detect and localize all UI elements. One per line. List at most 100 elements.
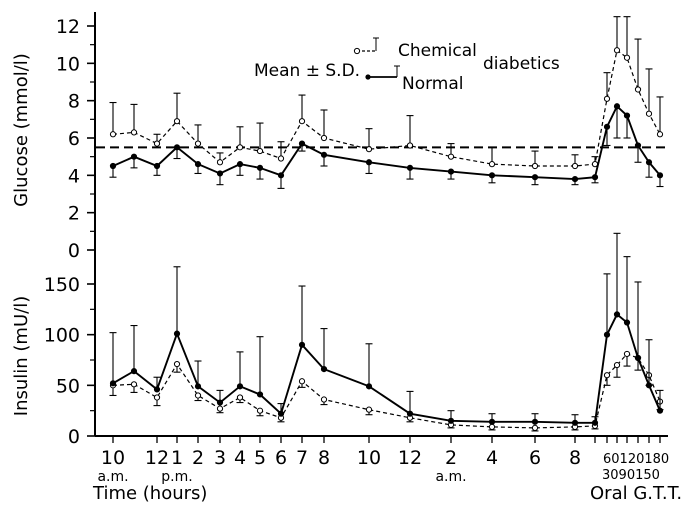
legend-chemical-label: Chemical bbox=[398, 41, 477, 61]
glucose-tick-label: 2 bbox=[68, 203, 80, 225]
insulin-normal-point bbox=[173, 330, 181, 337]
insulin-normal-point bbox=[447, 417, 455, 424]
legend-normal-symbol bbox=[365, 65, 400, 80]
insulin-chemical-diabetics-point bbox=[298, 378, 306, 385]
insulin-normal-point bbox=[406, 410, 414, 417]
glucose-normal-point bbox=[173, 144, 181, 151]
legend: Mean ± S.D. Chemical diabetics Normal bbox=[254, 37, 560, 94]
glucose-chemical-diabetics-line bbox=[112, 49, 661, 167]
insulin-normal-point bbox=[320, 366, 328, 373]
legend-prefix: Mean ± S.D. bbox=[254, 61, 360, 81]
insulin-chemical-diabetics-point bbox=[194, 392, 202, 399]
glucose-normal-point bbox=[603, 123, 611, 130]
glucose-normal-point bbox=[216, 170, 224, 177]
x-tick-label: 12 bbox=[145, 447, 169, 469]
insulin-normal-point bbox=[109, 380, 117, 387]
glucose-normal-point bbox=[634, 142, 642, 149]
glucose-normal-point bbox=[613, 103, 621, 110]
x-axis-labels: 10 12 1 2 3 4 5 6 7 8 10 12 2 4 6 8a.m. p.m. a.m.Time (ho… bbox=[92, 447, 682, 504]
glucose-normal-point bbox=[645, 159, 653, 166]
glucose-chemical-diabetics-point bbox=[645, 110, 653, 117]
x-tick-label: 3 bbox=[214, 447, 226, 469]
glucose-chemical-diabetics-point bbox=[109, 131, 117, 138]
glucose-chemical-diabetics-point bbox=[531, 162, 539, 170]
glucose-chemical-diabetics-point bbox=[365, 146, 373, 153]
x-ampm-label: a.m. bbox=[97, 469, 128, 485]
glucose-normal-point bbox=[298, 140, 306, 147]
insulin-tick-label: 100 bbox=[44, 325, 80, 347]
insulin-normal-point bbox=[236, 383, 244, 390]
x-tick-label: 12 bbox=[398, 447, 422, 469]
insulin-normal-point bbox=[277, 410, 285, 417]
x-tick-label: 10 bbox=[101, 447, 125, 469]
glucose-tick-label: 8 bbox=[68, 91, 80, 113]
legend-chemical-label-2: diabetics bbox=[483, 54, 560, 74]
glucose-normal-point bbox=[365, 159, 373, 166]
glucose-chemical-diabetics-point bbox=[613, 47, 621, 54]
insulin-chemical-diabetics-point bbox=[153, 394, 161, 401]
glucose-chemical-diabetics-point bbox=[194, 140, 202, 147]
insulin-chemical-diabetics-point bbox=[256, 407, 264, 414]
legend-chemical-symbol bbox=[353, 37, 379, 55]
glucose-normal-point bbox=[236, 161, 244, 168]
insulin-chemical-diabetics-line bbox=[112, 353, 661, 429]
insulin-chemical-diabetics-point bbox=[613, 361, 621, 369]
glucose-normal-point bbox=[109, 162, 117, 170]
insulin-chemical-diabetics-point bbox=[130, 381, 138, 388]
glucose-normal-point bbox=[571, 175, 579, 183]
glucose-chemical-diabetics-point bbox=[623, 54, 631, 61]
glucose-normal-point bbox=[277, 172, 285, 179]
glucose-tick-label: 12 bbox=[56, 16, 80, 38]
insulin-tick-label: 50 bbox=[56, 375, 80, 397]
glucose-normal-point bbox=[406, 164, 414, 171]
x-tick-label: 5 bbox=[254, 447, 266, 469]
insulin-chemical-diabetics-point bbox=[236, 394, 244, 401]
glucose-normal-point bbox=[531, 174, 539, 181]
glucose-chemical-diabetics-point bbox=[236, 144, 244, 151]
glucose-normal-point bbox=[194, 161, 202, 168]
insulin-chemical-diabetics-point bbox=[365, 406, 373, 413]
gtt-label-bottom: 3090150 bbox=[602, 468, 660, 483]
glucose-chemical-diabetics-point bbox=[153, 140, 161, 147]
insulin-chemical-diabetics-point bbox=[603, 372, 611, 379]
glucose-tick-label: 6 bbox=[68, 128, 80, 150]
x-tick-label: 4 bbox=[486, 447, 498, 469]
glucose-chemical-diabetics-point bbox=[634, 86, 642, 93]
glucose-chemical-diabetics-point bbox=[447, 153, 455, 160]
glucose-normal-point bbox=[591, 174, 599, 181]
x-tick-label: 8 bbox=[318, 447, 330, 469]
x-tick-label: 7 bbox=[296, 447, 308, 469]
x-axis-title: Time (hours) bbox=[92, 483, 207, 504]
insulin-chemical-diabetics-point bbox=[488, 423, 496, 430]
x-tick-label: 1 bbox=[171, 447, 183, 469]
glucose-chemical-diabetics-point bbox=[320, 134, 328, 142]
insulin-normal-point bbox=[613, 311, 621, 318]
glucose-tick-label: 0 bbox=[68, 240, 80, 262]
glucose-chemical-diabetics-point bbox=[603, 95, 611, 102]
glucose-normal-point bbox=[656, 172, 664, 179]
glucose-chemical-diabetics-point bbox=[256, 147, 264, 155]
glucose-tick-label: 4 bbox=[68, 165, 80, 187]
insulin-normal-point bbox=[194, 383, 202, 390]
insulin-normal-point bbox=[645, 382, 653, 389]
legend-normal-label: Normal bbox=[402, 74, 464, 94]
x-tick-label: 2 bbox=[192, 447, 204, 469]
x-tick-label: 2 bbox=[445, 447, 457, 469]
insulin-normal-point bbox=[603, 331, 611, 338]
insulin-chemical-diabetics-point bbox=[320, 396, 328, 403]
glucose-chemical-diabetics-point bbox=[656, 131, 664, 138]
insulin-normal-point bbox=[488, 418, 496, 425]
glucose-normal-point bbox=[256, 164, 264, 171]
glucose-chemical-diabetics-point bbox=[173, 118, 181, 125]
glucose-chemical-diabetics-point bbox=[488, 161, 496, 168]
insulin-chemical-diabetics-point bbox=[173, 360, 181, 368]
glucose-normal-point bbox=[153, 162, 161, 170]
insulin-normal-point bbox=[571, 419, 579, 426]
insulin-normal-point bbox=[634, 354, 642, 362]
glucose-normal-point bbox=[623, 112, 631, 119]
insulin-chemical-diabetics-point bbox=[216, 405, 224, 412]
gtt-title: Oral G.T.T. bbox=[590, 483, 682, 504]
insulin-normal-point bbox=[365, 383, 373, 390]
insulin-normal-point bbox=[623, 319, 631, 326]
